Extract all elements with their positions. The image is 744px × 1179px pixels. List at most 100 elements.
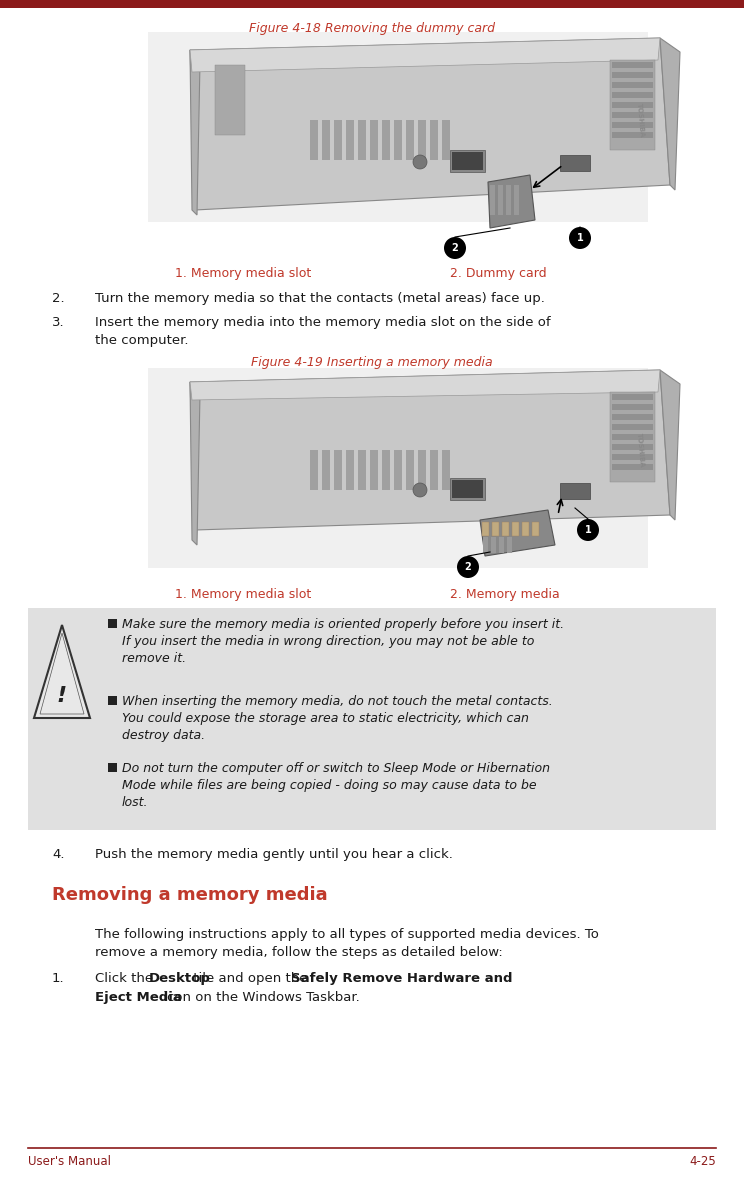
Bar [148, 368, 648, 568]
Bar [406, 120, 414, 160]
Text: 1.: 1. [52, 971, 65, 984]
Polygon shape [190, 50, 200, 215]
Bar [322, 450, 330, 490]
Bar [560, 154, 590, 171]
Text: Safely Remove Hardware and: Safely Remove Hardware and [291, 971, 513, 984]
Polygon shape [190, 370, 670, 531]
Bar [108, 619, 117, 628]
Bar [490, 185, 495, 215]
Circle shape [444, 237, 466, 259]
Bar [612, 103, 653, 108]
Bar [491, 536, 496, 553]
Bar [612, 132, 653, 138]
Bar [322, 120, 330, 160]
Polygon shape [190, 370, 660, 400]
Text: 4-25: 4-25 [689, 1155, 716, 1168]
Bar [28, 608, 716, 830]
Bar [442, 450, 450, 490]
Bar [108, 763, 117, 772]
Bar [358, 120, 366, 160]
Text: 1: 1 [577, 233, 583, 243]
Text: Make sure the memory media is oriented properly before you insert it.: Make sure the memory media is oriented p… [122, 618, 564, 631]
Text: 2: 2 [452, 243, 458, 253]
Text: destroy data.: destroy data. [122, 729, 205, 742]
Text: The following instructions apply to all types of supported media devices. To: The following instructions apply to all … [95, 928, 599, 941]
Text: 1: 1 [585, 525, 591, 535]
Bar [418, 120, 426, 160]
Bar [452, 152, 483, 170]
Bar [498, 185, 503, 215]
Bar [334, 120, 342, 160]
Bar [612, 434, 653, 440]
Bar [612, 83, 653, 88]
Bar [442, 120, 450, 160]
Polygon shape [190, 382, 200, 545]
Bar [394, 120, 402, 160]
Bar [310, 450, 318, 490]
Text: 3.: 3. [52, 316, 65, 329]
Circle shape [457, 556, 479, 578]
Bar [334, 450, 342, 490]
Text: Eject Media: Eject Media [95, 992, 182, 1005]
Bar [450, 477, 485, 500]
Circle shape [413, 483, 427, 498]
Bar [499, 536, 504, 553]
Bar [507, 536, 512, 553]
Text: lost.: lost. [122, 796, 149, 809]
Text: the computer.: the computer. [95, 334, 188, 347]
Bar [358, 450, 366, 490]
Bar [148, 32, 648, 222]
Text: Desktop: Desktop [149, 971, 211, 984]
Bar [483, 536, 488, 553]
Polygon shape [660, 370, 680, 520]
Text: TOSHIBA: TOSHIBA [635, 103, 644, 138]
Text: Push the memory media gently until you hear a click.: Push the memory media gently until you h… [95, 848, 453, 861]
Bar [506, 185, 511, 215]
Text: Figure 4-19 Inserting a memory media: Figure 4-19 Inserting a memory media [251, 356, 493, 369]
Bar [394, 450, 402, 490]
Bar [612, 454, 653, 460]
Bar [532, 522, 539, 536]
Bar [612, 394, 653, 400]
Polygon shape [34, 625, 90, 718]
Bar [610, 60, 655, 150]
Bar [502, 522, 509, 536]
Bar [346, 450, 354, 490]
Polygon shape [488, 174, 535, 228]
Circle shape [577, 519, 599, 541]
Text: 2. Dummy card: 2. Dummy card [450, 266, 547, 279]
Text: TOSHIBA: TOSHIBA [635, 433, 644, 468]
Bar [418, 450, 426, 490]
Text: Click the: Click the [95, 971, 158, 984]
Bar [406, 450, 414, 490]
Bar [382, 450, 390, 490]
Text: 4.: 4. [52, 848, 65, 861]
Text: Insert the memory media into the memory media slot on the side of: Insert the memory media into the memory … [95, 316, 551, 329]
Polygon shape [480, 511, 555, 556]
Bar [346, 120, 354, 160]
Bar [522, 522, 529, 536]
Bar [612, 92, 653, 98]
Circle shape [569, 228, 591, 249]
Bar [430, 120, 438, 160]
Bar [612, 465, 653, 470]
Bar [612, 112, 653, 118]
Text: 2: 2 [464, 562, 472, 572]
Text: 1. Memory media slot: 1. Memory media slot [175, 266, 311, 279]
Bar [0, 0, 744, 8]
Bar [612, 424, 653, 430]
Bar [215, 65, 245, 136]
Bar [492, 522, 499, 536]
Bar [612, 444, 653, 450]
Text: You could expose the storage area to static electricity, which can: You could expose the storage area to sta… [122, 712, 529, 725]
Text: 1. Memory media slot: 1. Memory media slot [175, 588, 311, 601]
Text: !: ! [57, 686, 67, 706]
Bar [382, 120, 390, 160]
Bar [610, 391, 655, 482]
Text: Mode while files are being copied - doing so may cause data to be: Mode while files are being copied - doin… [122, 779, 536, 792]
Text: 2. Memory media: 2. Memory media [450, 588, 559, 601]
Bar [512, 522, 519, 536]
Polygon shape [190, 38, 670, 210]
Text: remove it.: remove it. [122, 652, 186, 665]
Bar [612, 62, 653, 68]
